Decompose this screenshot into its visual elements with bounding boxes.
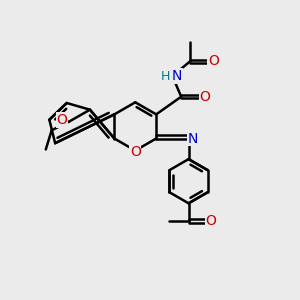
- Text: N: N: [172, 69, 182, 83]
- Text: O: O: [130, 145, 141, 159]
- Text: N: N: [188, 131, 198, 146]
- Text: H: H: [161, 70, 171, 83]
- Text: O: O: [208, 54, 219, 68]
- Text: O: O: [56, 113, 68, 127]
- Text: O: O: [205, 214, 216, 228]
- Text: O: O: [199, 90, 210, 104]
